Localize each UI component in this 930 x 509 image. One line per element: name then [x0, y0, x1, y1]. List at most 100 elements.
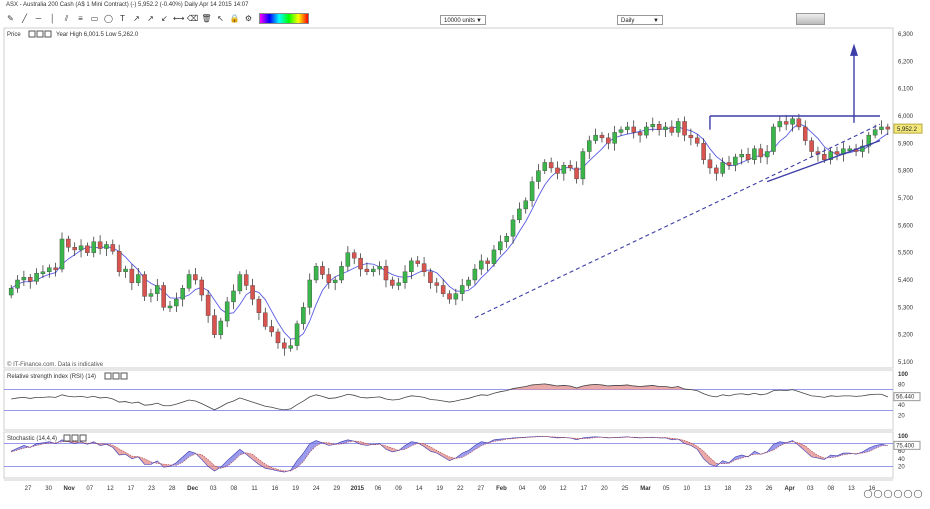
triangle-support-line[interactable] — [766, 139, 881, 183]
candle[interactable] — [59, 238, 65, 270]
candle[interactable] — [186, 274, 192, 289]
candle[interactable] — [771, 126, 776, 152]
zoom-out-icon[interactable] — [913, 489, 923, 499]
candle[interactable] — [269, 326, 274, 333]
candle[interactable] — [822, 154, 827, 160]
candle[interactable] — [205, 294, 211, 316]
candle[interactable] — [688, 134, 694, 139]
candle[interactable] — [440, 285, 446, 294]
vline-icon[interactable]: │ — [50, 13, 55, 23]
last-icon[interactable] — [893, 489, 903, 499]
candle[interactable] — [555, 167, 560, 174]
candle[interactable] — [529, 181, 535, 201]
candle[interactable] — [193, 274, 198, 281]
close-icon[interactable] — [44, 30, 52, 38]
eraser-icon[interactable]: ⌫ — [187, 13, 199, 23]
candle[interactable] — [231, 290, 236, 303]
candle[interactable] — [72, 246, 77, 251]
interval-select[interactable]: Daily ▼ — [617, 15, 663, 25]
candle[interactable] — [301, 307, 306, 324]
candle[interactable] — [218, 320, 224, 335]
candle[interactable] — [523, 200, 528, 210]
candle[interactable] — [282, 342, 287, 349]
candle[interactable] — [625, 126, 630, 130]
candle[interactable] — [536, 170, 541, 182]
candle[interactable] — [860, 145, 865, 152]
candle[interactable] — [866, 134, 872, 147]
candle[interactable] — [644, 126, 649, 136]
candle[interactable] — [263, 312, 268, 327]
candle[interactable] — [885, 126, 891, 130]
candle[interactable] — [53, 267, 58, 270]
candle[interactable] — [40, 271, 46, 274]
line-icon[interactable]: ╱ — [22, 13, 27, 23]
candle[interactable] — [764, 151, 770, 158]
candle[interactable] — [707, 159, 713, 169]
candle[interactable] — [8, 288, 14, 296]
settings-icon[interactable]: ⚙ — [244, 13, 253, 23]
candle[interactable] — [47, 267, 52, 273]
ellipse-icon[interactable]: ◯ — [104, 13, 113, 23]
candle[interactable] — [97, 241, 103, 249]
candle[interactable] — [212, 315, 217, 335]
candle[interactable] — [752, 148, 757, 160]
candle[interactable] — [15, 279, 20, 289]
candle[interactable] — [85, 245, 90, 253]
candle[interactable] — [421, 263, 427, 273]
candle[interactable] — [809, 140, 814, 152]
candle[interactable] — [243, 274, 249, 286]
candle[interactable] — [459, 285, 465, 294]
candle[interactable] — [250, 285, 255, 300]
hline-icon[interactable]: ─ — [35, 13, 42, 23]
candle[interactable] — [682, 121, 687, 136]
candle[interactable] — [726, 162, 732, 166]
candle[interactable] — [669, 126, 675, 133]
candle[interactable] — [828, 151, 833, 160]
candle[interactable] — [402, 271, 408, 283]
candle[interactable] — [739, 154, 744, 158]
candle[interactable] — [485, 260, 490, 264]
candle[interactable] — [313, 266, 319, 281]
candle[interactable] — [307, 279, 313, 308]
candle[interactable] — [148, 293, 154, 297]
candle[interactable] — [548, 162, 554, 169]
candle[interactable] — [510, 219, 516, 237]
candle[interactable] — [466, 279, 471, 286]
cursor-icon[interactable]: ↖ — [217, 13, 224, 23]
candle[interactable] — [745, 154, 751, 160]
candle[interactable] — [78, 245, 84, 251]
candle[interactable] — [167, 305, 173, 309]
candle[interactable] — [383, 266, 389, 281]
candle[interactable] — [161, 285, 166, 308]
candle[interactable] — [142, 274, 147, 297]
arrow-ne-icon[interactable]: ↗ — [147, 13, 154, 23]
candle[interactable] — [123, 268, 128, 273]
candle[interactable] — [453, 293, 459, 300]
candle[interactable] — [872, 129, 878, 136]
settings-icon[interactable] — [104, 372, 112, 380]
candle[interactable] — [21, 277, 27, 281]
candle[interactable] — [34, 272, 39, 282]
candle[interactable] — [504, 236, 509, 242]
trash-icon[interactable]: 🗑 — [201, 13, 212, 23]
candle[interactable] — [377, 266, 382, 270]
candle[interactable] — [199, 279, 205, 296]
settings-icon[interactable] — [63, 434, 71, 442]
candle[interactable] — [714, 167, 719, 174]
candle[interactable] — [339, 266, 344, 281]
candle[interactable] — [733, 156, 738, 166]
save-icon[interactable] — [112, 372, 120, 380]
candle[interactable] — [390, 279, 395, 286]
candle[interactable] — [396, 282, 401, 286]
candle[interactable] — [358, 257, 363, 270]
candle[interactable] — [294, 323, 300, 346]
chart-type-toggle[interactable] — [796, 13, 825, 25]
candle[interactable] — [478, 260, 484, 270]
measure-icon[interactable]: ⟷ — [173, 13, 185, 23]
forward-icon[interactable] — [883, 489, 893, 499]
candle[interactable] — [415, 260, 421, 264]
candle[interactable] — [472, 268, 478, 281]
candle[interactable] — [491, 249, 497, 264]
candle[interactable] — [180, 288, 185, 300]
